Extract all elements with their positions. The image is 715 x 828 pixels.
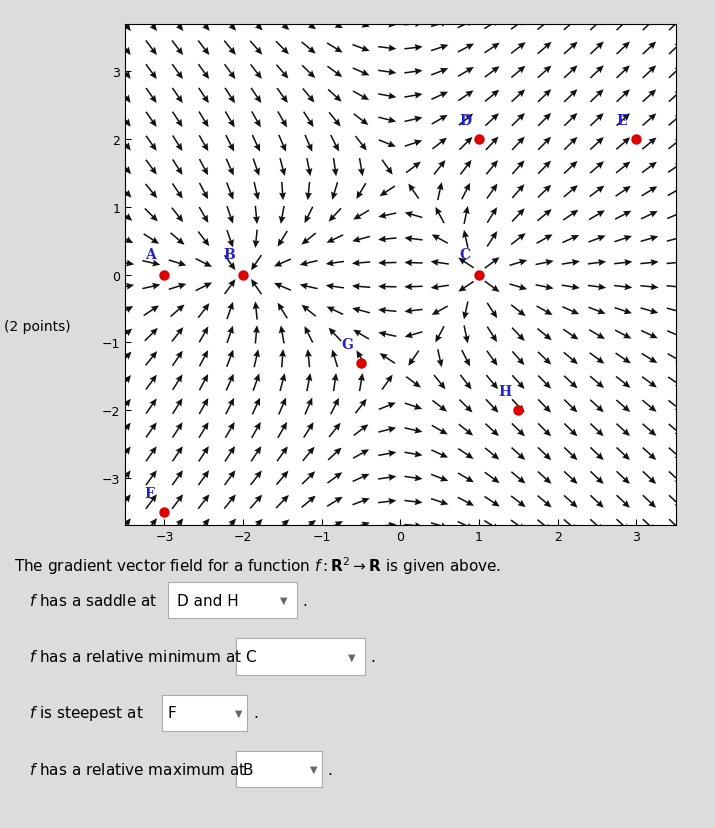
Text: The gradient vector field for a function $f : \mathbf{R}^2 \rightarrow \mathbf{R: The gradient vector field for a function… — [14, 555, 501, 576]
Text: G: G — [342, 337, 353, 351]
Text: (2 points): (2 points) — [4, 320, 70, 334]
Text: ▼: ▼ — [280, 595, 288, 605]
Text: D and H: D and H — [177, 593, 239, 608]
Text: $f$ has a relative minimum at: $f$ has a relative minimum at — [29, 648, 242, 665]
Text: $f$ is steepest at: $f$ is steepest at — [29, 704, 143, 722]
Text: ▼: ▼ — [348, 652, 356, 662]
Text: $f$ has a saddle at: $f$ has a saddle at — [29, 592, 157, 609]
Text: .: . — [327, 762, 332, 777]
Text: ▼: ▼ — [235, 708, 242, 718]
Text: A: A — [145, 248, 156, 262]
Text: B: B — [224, 248, 235, 262]
Text: H: H — [499, 384, 512, 398]
Text: C: C — [460, 248, 470, 262]
Text: .: . — [253, 705, 258, 720]
Text: .: . — [370, 649, 375, 664]
Text: D: D — [460, 113, 471, 128]
Text: .: . — [303, 593, 307, 608]
Text: B: B — [242, 762, 253, 777]
Text: $f$ has a relative maximum at: $f$ has a relative maximum at — [29, 761, 246, 777]
Text: C: C — [245, 649, 256, 664]
Text: E: E — [616, 113, 627, 128]
Text: F: F — [145, 486, 154, 500]
Text: ▼: ▼ — [310, 764, 317, 774]
Text: F: F — [167, 705, 177, 720]
